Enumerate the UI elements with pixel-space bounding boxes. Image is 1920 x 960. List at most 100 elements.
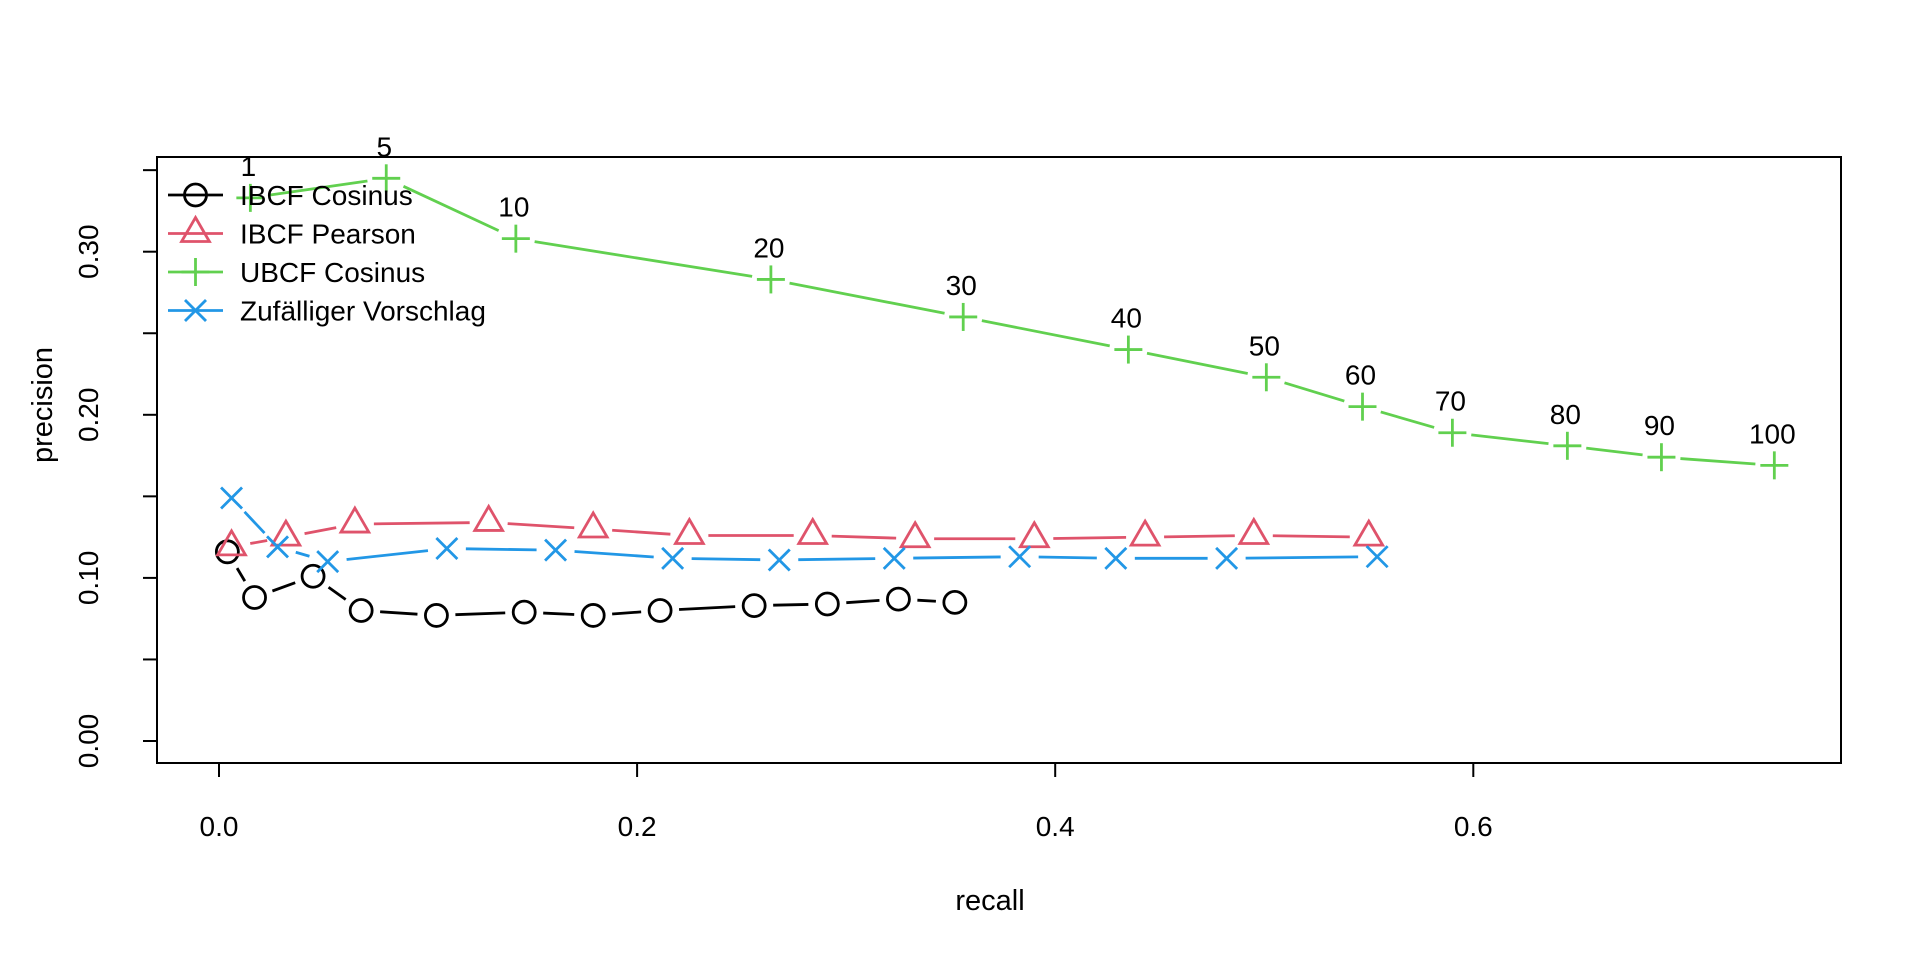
series-segment [1380, 410, 1435, 429]
series-segment [1053, 536, 1127, 540]
point-label: 90 [1644, 410, 1675, 441]
series-segment [373, 521, 470, 526]
data-point-marker [348, 598, 374, 623]
data-point-marker [1104, 546, 1128, 570]
data-point-marker [898, 519, 932, 549]
legend-item-label: IBCF Cosinus [240, 180, 413, 211]
data-point-marker [511, 599, 537, 625]
x-tick-label: 0.4 [1036, 811, 1075, 842]
series-segment [465, 547, 537, 552]
data-point-marker [1365, 545, 1389, 569]
point-label: 50 [1249, 330, 1280, 361]
data-point-marker [942, 589, 968, 615]
y-tick-label: 0.00 [73, 714, 104, 769]
series-segment [543, 611, 575, 616]
point-label: 5 [376, 131, 392, 162]
series-segment [455, 611, 506, 617]
data-point-marker [220, 486, 244, 510]
series-segment [1038, 555, 1097, 560]
series-segment [268, 179, 368, 197]
series-segment [913, 555, 1001, 560]
point-label: 70 [1435, 386, 1466, 417]
x-tick-label: 0.6 [1454, 811, 1493, 842]
legend-item-label: UBCF Cosinus [240, 257, 425, 288]
data-point-marker [576, 510, 610, 539]
plot-content: 0.0 0.2 0.4 0.6 0.00 0.10 0.20 0.30 1 5 10 20 30 40 50… [73, 131, 1796, 842]
legend-marker-circle [183, 182, 208, 208]
x-axis-label: recall [955, 885, 1024, 917]
series-segment [380, 610, 418, 616]
data-point-marker [1352, 518, 1386, 547]
series-segment [507, 522, 575, 530]
point-label: 60 [1345, 360, 1376, 391]
data-point-marker [661, 546, 685, 570]
series-segment [917, 598, 936, 603]
series-segment [1471, 433, 1549, 446]
point-label: 1 [241, 151, 257, 182]
series-segment [773, 603, 809, 607]
legend-item-label: Zufälliger Vorschlag [240, 296, 486, 327]
data-point-marker [1128, 518, 1162, 547]
series-segment [327, 586, 347, 601]
series-segment [789, 281, 945, 315]
series-segment [612, 610, 642, 616]
y-tick-label: 0.20 [73, 388, 104, 443]
series-segment [612, 528, 671, 536]
point-label: 40 [1111, 303, 1142, 334]
series-segment [1164, 534, 1235, 539]
data-point-marker [673, 516, 706, 545]
series-segment [534, 240, 753, 278]
series-segment [402, 185, 500, 232]
x-tick-label: 0.2 [618, 811, 657, 842]
point-label: 100 [1749, 418, 1796, 449]
series-segment [1146, 351, 1248, 375]
data-point-marker [472, 503, 506, 532]
series-segment [678, 605, 736, 611]
point-label: 10 [498, 192, 529, 223]
data-point-marker [1008, 545, 1032, 569]
series-segment [1272, 534, 1350, 539]
data-point-marker [266, 535, 290, 559]
data-point-marker [882, 546, 906, 570]
legend-marker-x [184, 299, 207, 322]
data-point-marker [1237, 516, 1271, 545]
series-segment [271, 581, 296, 593]
data-point-marker [796, 516, 830, 545]
legend-marker-triangle [179, 214, 212, 243]
plot-border [156, 156, 1842, 764]
series-segment [243, 510, 266, 535]
data-point-marker [580, 603, 606, 628]
data-point-marker [215, 528, 248, 557]
series-segment [846, 599, 880, 605]
data-point-marker [886, 586, 911, 612]
data-point-marker [767, 548, 791, 572]
data-point-marker [424, 603, 449, 628]
y-tick-label: 0.10 [73, 551, 104, 606]
data-point-marker [544, 538, 568, 562]
series-segment [235, 567, 247, 582]
data-point-marker [741, 593, 767, 619]
data-point-marker [435, 537, 459, 561]
series-segment [346, 549, 429, 561]
series-segment [1245, 555, 1359, 560]
data-point-marker [242, 585, 267, 610]
series-segment [295, 550, 310, 558]
point-label: 30 [946, 270, 977, 301]
x-tick-label: 0.0 [200, 811, 239, 842]
series-segment [304, 526, 337, 535]
series-segment [798, 557, 876, 562]
data-point-marker [1215, 546, 1239, 570]
data-point-marker [647, 598, 673, 623]
series-segment [981, 319, 1110, 348]
series-segment [691, 557, 761, 562]
data-point-marker [316, 550, 340, 574]
y-axis-label: precision [27, 347, 59, 463]
data-point-marker [1017, 519, 1051, 549]
series-segment [1680, 457, 1756, 466]
data-point-marker [338, 505, 372, 534]
data-point-marker [269, 518, 303, 547]
series-segment [574, 550, 654, 559]
legend-item-label: IBCF Pearson [240, 219, 416, 250]
